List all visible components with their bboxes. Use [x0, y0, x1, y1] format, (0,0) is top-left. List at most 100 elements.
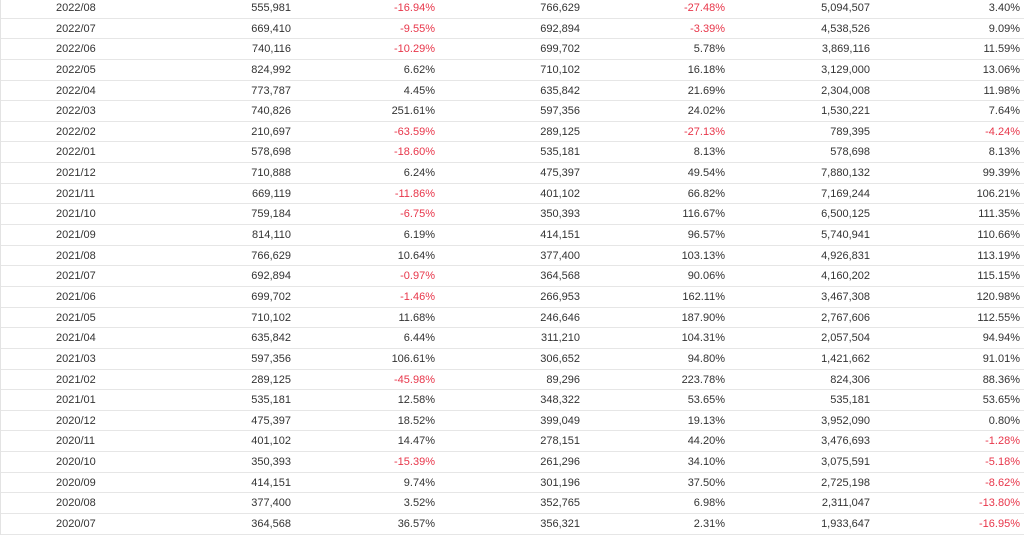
change-b-cell: 8.13%	[693, 146, 725, 159]
change-b-cell: 49.54%	[687, 167, 725, 180]
value-a-cell: 350,393	[251, 456, 291, 469]
table-row: 2022/01 578,698 -18.60% 535,181 8.13% 578,698…	[1, 142, 1024, 164]
change-a-cell: 18.52%	[397, 414, 435, 427]
value-b-cell: 350,393	[540, 208, 580, 221]
value-b-cell: 766,629	[540, 2, 580, 14]
change-a-cell: 12.58%	[397, 394, 435, 407]
month-cell: 2021/12	[56, 167, 96, 180]
cumulative-cell: 7,880,132	[821, 167, 870, 180]
change-b-cell: 6.98%	[693, 497, 725, 510]
table-row: 2022/07 669,410 -9.55% 692,894 -3.39% 4,538,5…	[1, 19, 1024, 40]
cumulative-change-cell: 115.15%	[977, 270, 1020, 283]
value-a-cell: 710,888	[251, 167, 291, 180]
value-b-cell: 597,356	[540, 105, 580, 118]
value-b-cell: 414,151	[540, 229, 580, 242]
change-b-cell: 187.90%	[681, 311, 725, 324]
value-a-cell: 692,894	[251, 270, 291, 283]
value-a-cell: 597,356	[251, 352, 291, 365]
month-cell: 2022/07	[56, 22, 96, 35]
cumulative-change-cell: 112.55%	[977, 311, 1020, 324]
change-a-cell: -9.55%	[400, 22, 435, 35]
change-a-cell: -11.86%	[394, 187, 435, 200]
cumulative-change-cell: -4.24%	[985, 125, 1020, 138]
cumulative-change-cell: 106.21%	[976, 187, 1020, 200]
table-row: 2021/08 766,629 10.64% 377,400 103.13% 4,926,…	[1, 246, 1024, 267]
cumulative-change-cell: 9.09%	[988, 22, 1020, 35]
cumulative-change-cell: 11.98%	[983, 84, 1021, 97]
change-a-cell: -10.29%	[394, 43, 435, 56]
change-b-cell: 96.57%	[687, 229, 725, 242]
table-row: 2020/10 350,393 -15.39% 261,296 34.10% 3,075,…	[1, 452, 1024, 473]
change-a-cell: 14.47%	[397, 435, 435, 448]
month-cell: 2020/07	[56, 518, 96, 531]
table-row: 2021/02 289,125 -45.98% 89,296 223.78% 824,30…	[1, 370, 1024, 391]
value-a-cell: 635,842	[251, 332, 291, 345]
cumulative-cell: 2,725,198	[821, 476, 870, 489]
cumulative-cell: 789,395	[830, 125, 870, 138]
month-cell: 2022/05	[56, 63, 96, 76]
value-b-cell: 278,151	[540, 435, 580, 448]
change-b-cell: 37.50%	[687, 476, 725, 489]
month-cell: 2022/06	[56, 43, 96, 56]
change-b-cell: 223.78%	[681, 373, 725, 386]
value-a-cell: 414,151	[251, 476, 291, 489]
table-row: 2022/04 773,787 4.45% 635,842 21.69% 2,304,00…	[1, 81, 1024, 102]
value-b-cell: 311,210	[541, 332, 580, 345]
change-a-cell: -16.94%	[394, 2, 435, 14]
value-b-cell: 289,125	[540, 125, 580, 138]
month-cell: 2020/11	[56, 435, 95, 448]
change-b-cell: 24.02%	[687, 105, 725, 118]
month-cell: 2021/07	[56, 270, 96, 283]
value-b-cell: 301,196	[540, 476, 580, 489]
table-row: 2021/05 710,102 11.68% 246,646 187.90% 2,767,…	[1, 308, 1024, 329]
value-a-cell: 475,397	[251, 414, 291, 427]
cumulative-cell: 824,306	[830, 373, 870, 386]
month-cell: 2021/01	[56, 394, 96, 407]
cumulative-change-cell: 53.65%	[982, 394, 1020, 407]
table-row: 2022/03 740,826 251.61% 597,356 24.02% 1,530,…	[1, 101, 1024, 122]
table-row: 2021/09 814,110 6.19% 414,151 96.57% 5,740,94…	[1, 225, 1024, 246]
change-b-cell: -27.13%	[684, 125, 725, 138]
cumulative-change-cell: 110.66%	[977, 229, 1020, 242]
cumulative-cell: 4,160,202	[821, 270, 870, 283]
month-cell: 2022/08	[56, 2, 96, 14]
cumulative-cell: 6,500,125	[821, 208, 870, 221]
value-b-cell: 699,702	[540, 43, 580, 56]
cumulative-cell: 7,169,244	[821, 187, 870, 200]
value-a-cell: 535,181	[251, 394, 291, 407]
cumulative-change-cell: -5.18%	[985, 456, 1020, 469]
cumulative-change-cell: 99.39%	[982, 167, 1020, 180]
change-b-cell: 44.20%	[687, 435, 725, 448]
change-a-cell: 9.74%	[403, 476, 435, 489]
cumulative-change-cell: 3.40%	[988, 2, 1020, 14]
cumulative-change-cell: 11.59%	[983, 43, 1021, 56]
month-cell: 2020/08	[56, 497, 96, 510]
change-b-cell: 66.82%	[687, 187, 725, 200]
value-a-cell: 766,629	[251, 249, 291, 262]
value-a-cell: 401,102	[251, 435, 291, 448]
value-b-cell: 535,181	[540, 146, 580, 159]
change-b-cell: 53.65%	[687, 394, 725, 407]
cumulative-cell: 5,094,507	[821, 2, 870, 14]
cumulative-cell: 2,057,504	[821, 332, 870, 345]
cumulative-change-cell: -16.95%	[979, 518, 1020, 531]
change-b-cell: 5.78%	[693, 43, 725, 56]
value-a-cell: 669,410	[251, 22, 291, 35]
change-b-cell: 16.18%	[687, 63, 725, 76]
cumulative-cell: 535,181	[830, 394, 870, 407]
cumulative-change-cell: 113.19%	[977, 249, 1020, 262]
value-b-cell: 261,296	[540, 456, 580, 469]
table-row: 2021/06 699,702 -1.46% 266,953 162.11% 3,467,…	[1, 287, 1024, 308]
month-cell: 2021/08	[56, 249, 96, 262]
table-row: 2021/11 669,119 -11.86% 401,102 66.82% 7,169,…	[1, 184, 1024, 205]
value-b-cell: 364,568	[540, 270, 580, 283]
change-a-cell: 3.52%	[403, 497, 435, 510]
change-b-cell: 21.69%	[687, 84, 725, 97]
value-b-cell: 266,953	[540, 290, 580, 303]
month-cell: 2021/05	[56, 311, 96, 324]
cumulative-change-cell: -8.62%	[985, 476, 1020, 489]
change-b-cell: -3.39%	[690, 22, 725, 35]
change-b-cell: 2.31%	[693, 518, 725, 531]
table-row: 2022/02 210,697 -63.59% 289,125 -27.13% 789,3…	[1, 122, 1024, 143]
